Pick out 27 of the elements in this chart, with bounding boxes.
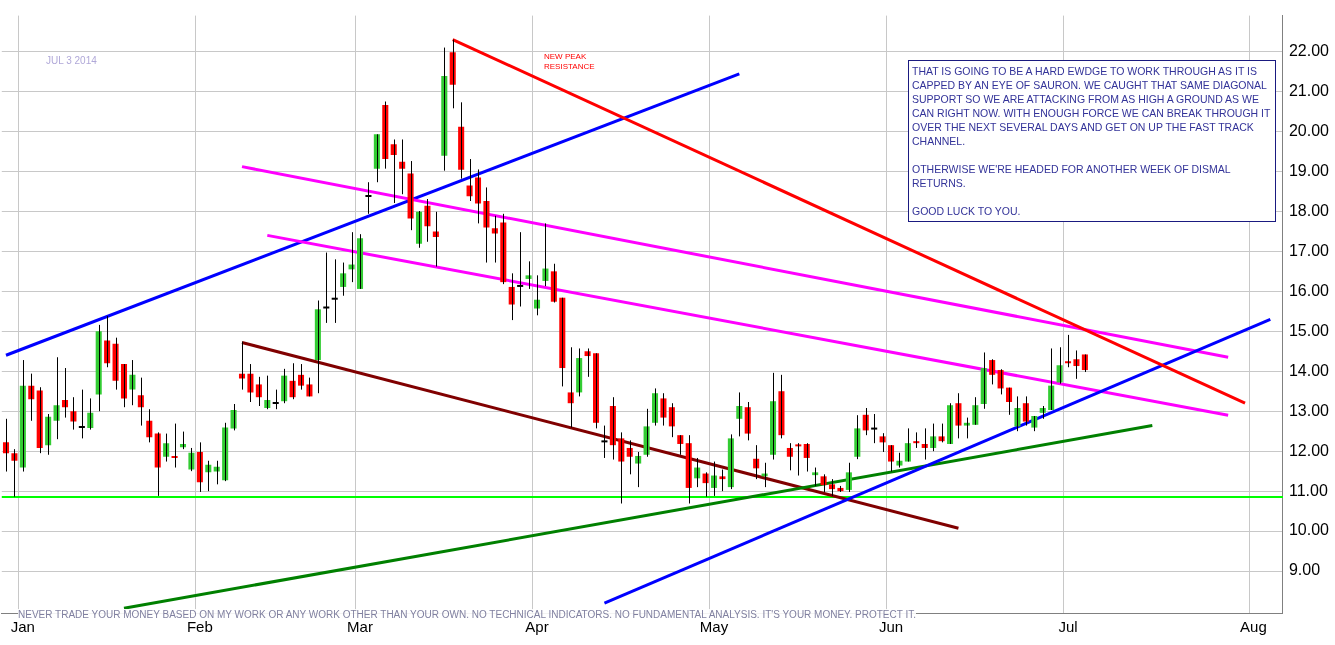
y-tick-label: 9.00 <box>1288 561 1321 579</box>
x-tick-label: Mar <box>347 618 373 636</box>
candlestick <box>525 260 532 290</box>
y-tick-label: 21.00 <box>1288 81 1330 99</box>
x-tick-label: Apr <box>525 618 549 636</box>
y-tick-label: 16.00 <box>1288 281 1330 299</box>
y-tick-label: 20.00 <box>1288 121 1330 139</box>
y-tick-label: 10.00 <box>1288 521 1330 539</box>
text: THAT IS GOING TO BE A HARD EWDGE TO WORK THROUGH AS IT IS CAPPED BY AN EYE OF SAURON. WE CAUGHT THAT SAME DIAGONAL SUPPORT SO WE ARE ATTACKING FROM AS HIGH A GROUND AS WE CAN RIGHT NOW. WITH ENOUGH FORCE WE CAN BREAK THROUGH IT OVER THE NEXT SEVERAL DAYS AND GET ON UP THE FAST TRACK CHANNEL. OTHERWISE WE'RE HEADED FOR ANOTHER WEEK OF DISMAL RETURNS. GOOD LUCK TO YOU. <box>912 65 1271 217</box>
annotation: NEW PEAK RESISTANCE <box>544 52 596 72</box>
x-tick-label: Jul <box>1058 618 1078 636</box>
x-tick-label: Jan <box>10 618 35 636</box>
y-tick-label: 13.00 <box>1288 401 1330 419</box>
y-tick-label: 17.00 <box>1288 241 1330 259</box>
annotation: NEVER TRADE YOUR MONEY BASED ON MY WORK OR ANY WORK OTHER THAN YOUR OWN. NO TECHNICAL INDICATORS. NO FUNDAMENTAL ANALYSIS. IT'S YOUR MONEY. PROTECT IT. <box>18 609 916 621</box>
text: JUL 3 2014 <box>46 55 97 66</box>
x-tick-label: May <box>699 618 729 636</box>
y-tick-label: 12.00 <box>1288 441 1330 459</box>
x-tick-label: Feb <box>186 618 213 636</box>
x-tick-label: Jun <box>878 618 904 636</box>
x-tick-label: Aug <box>1240 618 1267 636</box>
y-tick-label: 15.00 <box>1288 321 1330 339</box>
y-tick-label: 19.00 <box>1288 161 1330 179</box>
y-tick-label: 11.00 <box>1288 481 1328 499</box>
y-tick-label: 14.00 <box>1288 361 1330 379</box>
y-tick-label: 22.00 <box>1288 41 1330 59</box>
y-tick-label: 18.00 <box>1288 201 1330 219</box>
